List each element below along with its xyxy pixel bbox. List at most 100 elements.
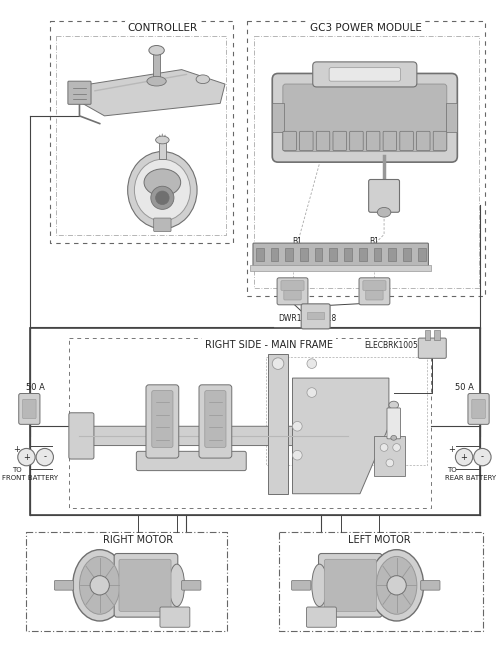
Bar [268, 354, 287, 494]
Text: TO: TO [446, 467, 456, 473]
Ellipse shape [144, 169, 180, 196]
Bar [388, 248, 396, 261]
FancyBboxPatch shape [301, 304, 330, 329]
FancyBboxPatch shape [253, 243, 428, 266]
Circle shape [380, 443, 388, 451]
Circle shape [272, 358, 284, 370]
Bar [424, 330, 430, 340]
Bar [359, 248, 366, 261]
Bar [374, 248, 382, 261]
Text: B1: B1 [292, 236, 302, 246]
Ellipse shape [156, 136, 169, 144]
Ellipse shape [312, 564, 327, 607]
Text: RIGHT MOTOR: RIGHT MOTOR [103, 535, 174, 545]
Bar [307, 311, 324, 319]
Ellipse shape [147, 76, 166, 86]
FancyBboxPatch shape [146, 385, 179, 458]
FancyBboxPatch shape [316, 131, 330, 151]
FancyBboxPatch shape [18, 394, 40, 424]
Circle shape [387, 576, 406, 595]
Ellipse shape [378, 208, 391, 217]
Polygon shape [82, 70, 225, 116]
Bar [446, 103, 458, 133]
FancyBboxPatch shape [418, 338, 446, 358]
FancyBboxPatch shape [284, 291, 301, 300]
Ellipse shape [391, 436, 396, 440]
Ellipse shape [389, 401, 398, 409]
FancyBboxPatch shape [292, 581, 311, 590]
FancyBboxPatch shape [387, 408, 400, 439]
Text: CONTROLLER: CONTROLLER [128, 23, 198, 33]
FancyBboxPatch shape [277, 278, 308, 305]
FancyBboxPatch shape [272, 73, 458, 162]
Circle shape [386, 459, 394, 467]
Circle shape [474, 449, 491, 466]
Text: 50 A: 50 A [26, 383, 46, 392]
FancyBboxPatch shape [318, 554, 382, 617]
FancyBboxPatch shape [119, 560, 171, 611]
FancyBboxPatch shape [68, 81, 91, 104]
FancyBboxPatch shape [324, 560, 376, 611]
FancyBboxPatch shape [433, 131, 446, 151]
Text: LEFT MOTOR: LEFT MOTOR [348, 535, 410, 545]
Circle shape [156, 191, 169, 204]
FancyBboxPatch shape [329, 68, 400, 81]
Text: GC3 POWER MODULE: GC3 POWER MODULE [310, 23, 422, 33]
FancyBboxPatch shape [383, 131, 396, 151]
FancyBboxPatch shape [69, 413, 94, 459]
FancyBboxPatch shape [154, 218, 171, 232]
Ellipse shape [80, 556, 120, 614]
Bar [418, 248, 426, 261]
Ellipse shape [134, 159, 190, 221]
Bar [286, 248, 293, 261]
Circle shape [36, 449, 54, 466]
FancyBboxPatch shape [205, 390, 226, 447]
FancyBboxPatch shape [416, 131, 430, 151]
Bar [30, 328, 479, 515]
FancyBboxPatch shape [283, 131, 296, 151]
FancyBboxPatch shape [281, 281, 304, 291]
FancyBboxPatch shape [54, 581, 74, 590]
Ellipse shape [149, 46, 164, 55]
Text: B1: B1 [370, 236, 380, 246]
FancyBboxPatch shape [160, 607, 190, 628]
FancyBboxPatch shape [350, 131, 363, 151]
Bar [300, 248, 308, 261]
FancyBboxPatch shape [22, 399, 36, 419]
FancyBboxPatch shape [136, 451, 246, 471]
Text: 50 A: 50 A [455, 383, 473, 392]
Circle shape [292, 451, 302, 460]
Text: +: + [23, 453, 30, 462]
Ellipse shape [169, 564, 184, 607]
Bar [256, 248, 264, 261]
Circle shape [292, 421, 302, 431]
FancyBboxPatch shape [312, 62, 417, 87]
Text: RIGHT SIDE - MAIN FRAME: RIGHT SIDE - MAIN FRAME [206, 340, 334, 350]
Bar [374, 436, 406, 477]
Bar [434, 330, 440, 340]
Text: ELECBRK1005: ELECBRK1005 [364, 341, 418, 350]
Text: M2 B2: M2 B2 [364, 246, 384, 251]
Ellipse shape [196, 75, 209, 84]
FancyBboxPatch shape [182, 581, 201, 590]
Bar [250, 265, 432, 271]
Text: +: + [448, 445, 455, 454]
Text: +: + [460, 453, 468, 462]
Ellipse shape [72, 550, 126, 621]
FancyBboxPatch shape [306, 607, 336, 628]
Bar [344, 248, 352, 261]
FancyBboxPatch shape [366, 291, 383, 300]
Bar [315, 248, 322, 261]
Ellipse shape [376, 556, 417, 614]
FancyBboxPatch shape [368, 180, 400, 212]
Circle shape [307, 358, 316, 368]
Text: FRONT BATTERY: FRONT BATTERY [2, 475, 58, 481]
Bar [272, 103, 284, 133]
Text: -: - [481, 453, 484, 462]
Text: +: + [14, 445, 20, 454]
Circle shape [393, 443, 400, 451]
FancyBboxPatch shape [199, 385, 232, 458]
Bar [158, 140, 166, 159]
Text: DWR1060H018: DWR1060H018 [278, 314, 336, 323]
Ellipse shape [370, 550, 424, 621]
